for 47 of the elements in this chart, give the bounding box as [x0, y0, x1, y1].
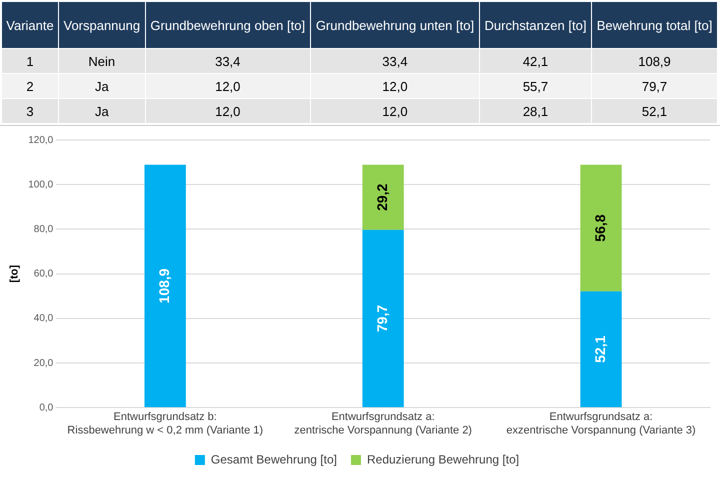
text: Ja	[94, 78, 109, 94]
text: 3	[26, 104, 34, 118]
text: Ja	[94, 104, 109, 118]
category-label: Variante	[2, 2, 59, 48]
bar	[580, 164, 622, 292]
text: 2	[26, 78, 34, 94]
y-tick-label: 0,0	[39, 402, 54, 414]
legend-label: Gesamt Bewehrung [to]	[210, 452, 337, 466]
text: 28,1	[522, 104, 548, 118]
x-tick-label: Entwurfsgrundsatz a: exzentrische Vorspannung (Variante 3)	[506, 411, 696, 436]
data-label: 79,7	[374, 304, 390, 332]
bar	[580, 291, 622, 408]
y-tick-label: 120,0	[28, 134, 54, 146]
text: 108,9	[638, 54, 671, 68]
text: Nein	[88, 54, 116, 68]
category-label: Vorspannung	[58, 2, 146, 48]
y-tick-label: 80,0	[34, 224, 54, 235]
text: 1	[26, 54, 34, 68]
y-tick-label: 20,0	[34, 358, 54, 369]
data-label: 56,8	[592, 214, 608, 242]
category-label: Grundbewehrung oben [to]	[145, 2, 310, 48]
text: 52,1	[642, 104, 668, 118]
text: 33,4	[215, 54, 240, 68]
y-axis-title: [to]	[8, 264, 21, 283]
text: 12,0	[382, 104, 408, 118]
data-label: 52,1	[592, 335, 608, 363]
category-label: Grundbewehrung unten [to]	[310, 2, 480, 48]
text: 33,4	[382, 54, 408, 68]
data-label: 108,9	[156, 268, 172, 304]
text: 12,0	[215, 104, 240, 118]
text: 55,7	[522, 78, 548, 94]
bar	[362, 164, 404, 230]
category-label: Durchstanzen [to]	[479, 2, 592, 48]
bar	[144, 164, 186, 408]
text: 79,7	[642, 78, 668, 94]
x-tick-label: Entwurfsgrundsatz a: zentrische Vorspannung (Variante 2)	[294, 411, 472, 436]
legend-label: Reduzierung Bewehrung [to]	[366, 452, 520, 466]
text: 12,0	[215, 78, 240, 94]
bar	[362, 230, 404, 408]
data-label: 29,2	[374, 183, 390, 211]
x-tick-label: Entwurfsgrundsatz b: Rissbewehrung w < 0,2 mm (Variante 1)	[67, 411, 264, 436]
text: 12,0	[382, 78, 408, 94]
category-label: Bewehrung total [to]	[592, 2, 718, 48]
y-tick-label: 60,0	[34, 268, 54, 280]
y-tick-label: 100,0	[28, 179, 54, 190]
y-tick-label: 40,0	[34, 313, 54, 324]
text: 42,1	[522, 54, 548, 68]
